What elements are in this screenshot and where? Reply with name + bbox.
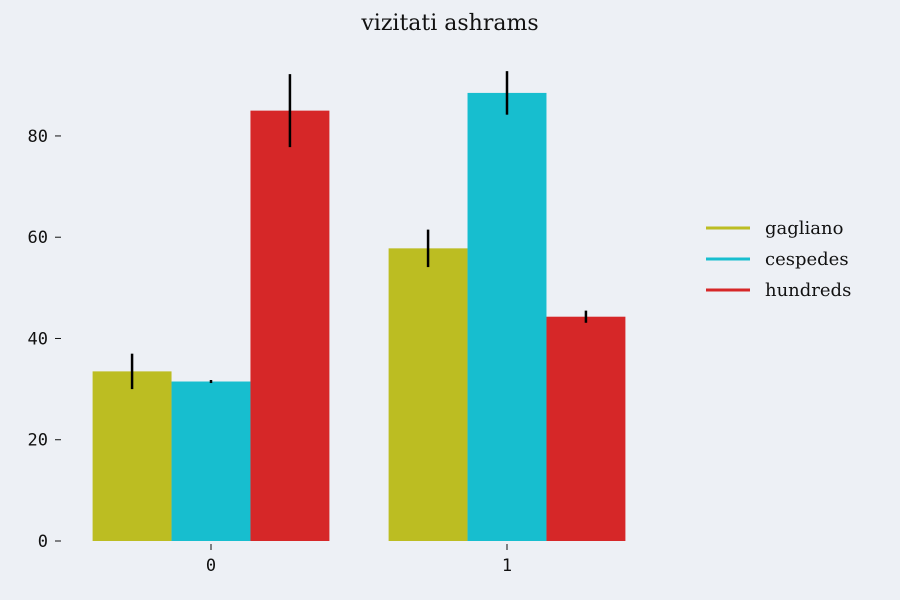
legend-label: gagliano xyxy=(765,218,843,239)
bar xyxy=(388,248,468,541)
error-bars xyxy=(130,71,588,390)
y-tick-label: 60 xyxy=(28,228,48,248)
y-tick-label: 80 xyxy=(28,127,48,147)
y-tick-label: 0 xyxy=(38,532,48,552)
bar xyxy=(92,371,172,541)
chart-title: vizitati ashrams xyxy=(360,11,538,36)
y-axis: 0 20 40 60 80 xyxy=(28,127,61,552)
bar xyxy=(171,381,251,541)
bar xyxy=(250,110,330,541)
bars xyxy=(92,92,626,542)
legend-label: cespedes xyxy=(765,249,849,270)
legend: gagliano cespedes hundreds xyxy=(706,218,851,301)
legend-label: hundreds xyxy=(765,280,851,301)
y-tick-label: 40 xyxy=(28,329,48,349)
y-tick-label: 20 xyxy=(28,431,48,451)
x-tick-label: 1 xyxy=(502,556,512,576)
bar xyxy=(467,92,547,542)
bar xyxy=(546,316,626,541)
x-tick-label: 0 xyxy=(206,556,216,576)
